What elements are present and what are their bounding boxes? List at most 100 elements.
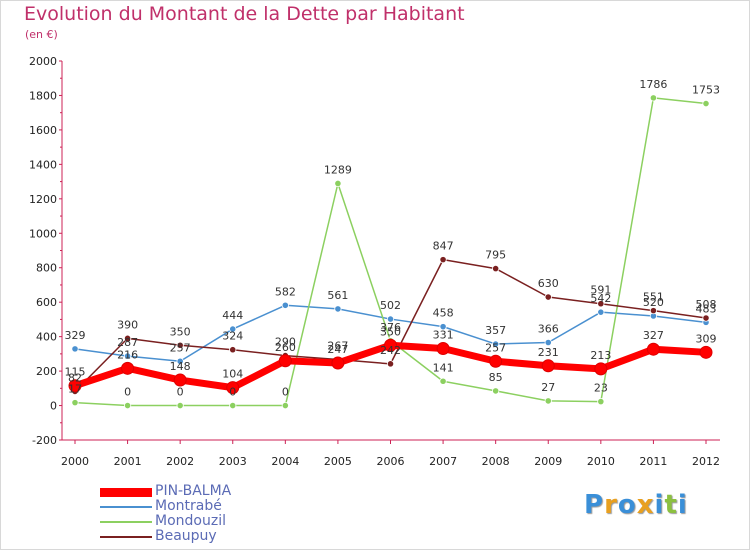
logo-letter: r [604, 490, 618, 520]
data-label-beaupuy: 551 [643, 291, 664, 304]
y-tick-label: 600 [36, 296, 57, 309]
data-point-mondouzil [649, 94, 658, 102]
data-point-montrab- [386, 315, 395, 323]
logo-letter: i [677, 490, 688, 520]
data-point-pin-balma [173, 373, 187, 387]
data-point-montrab- [439, 323, 447, 331]
data-label-montrab-: 329 [65, 329, 86, 342]
data-point-montrab- [597, 308, 605, 316]
data-point-montrab- [492, 340, 500, 348]
data-point-beaupuy [439, 256, 447, 264]
data-point-mondouzil [229, 401, 237, 410]
data-label-pin-balma: 213 [590, 349, 611, 362]
data-label-pin-balma: 350 [380, 325, 401, 338]
data-label-beaupuy: 591 [590, 284, 611, 297]
data-label-mondouzil: 0 [229, 386, 236, 399]
data-label-pin-balma: 216 [117, 348, 138, 361]
data-point-pin-balma [646, 342, 660, 356]
data-point-beaupuy [702, 314, 710, 322]
x-tick-label: 2005 [324, 455, 352, 468]
x-tick-label: 2000 [61, 455, 89, 468]
x-tick-label: 2011 [639, 455, 667, 468]
data-point-montrab- [229, 325, 237, 333]
data-label-pin-balma: 257 [485, 341, 506, 354]
y-tick-label: 1200 [29, 193, 57, 206]
logo-letter: o [617, 490, 637, 520]
x-tick-label: 2010 [587, 455, 615, 468]
data-label-montrab-: 458 [433, 307, 454, 320]
data-point-beaupuy [544, 293, 552, 301]
data-point-pin-balma [278, 354, 292, 368]
x-tick-label: 2007 [429, 455, 457, 468]
data-label-montrab-: 582 [275, 285, 296, 298]
data-label-montrab-: 483 [696, 302, 717, 315]
data-point-mondouzil [544, 397, 552, 405]
data-label-pin-balma: 148 [170, 360, 191, 373]
data-label-mondouzil: 85 [489, 371, 503, 384]
legend-label: PIN-BALMA [155, 483, 232, 499]
data-label-mondouzil: 141 [433, 361, 454, 374]
data-label-montrab-: 287 [117, 336, 138, 349]
data-label-beaupuy: 290 [275, 336, 296, 349]
data-label-pin-balma: 231 [538, 346, 559, 359]
data-point-beaupuy [386, 360, 395, 368]
y-tick-label: 800 [36, 262, 57, 275]
y-tick-label: 1600 [29, 124, 57, 137]
data-label-beaupuy: 324 [222, 330, 243, 343]
data-point-mondouzil [334, 179, 342, 188]
data-point-mondouzil [492, 387, 500, 395]
data-label-mondouzil: 23 [594, 382, 608, 395]
data-point-pin-balma [68, 379, 82, 393]
x-tick-label: 2009 [534, 455, 562, 468]
data-label-pin-balma: 309 [696, 332, 717, 345]
data-label-montrab-: 542 [590, 292, 611, 305]
chart-subtitle: (en €) [25, 28, 58, 41]
logo-letter: P [584, 490, 605, 520]
data-label-mondouzil: 17 [68, 383, 82, 396]
x-tick-label: 2003 [219, 455, 247, 468]
data-label-montrab-: 357 [485, 324, 506, 337]
data-point-mondouzil [281, 401, 289, 410]
data-point-pin-balma [121, 361, 135, 375]
data-label-beaupuy: 390 [117, 318, 138, 331]
data-label-beaupuy: 267 [327, 340, 348, 353]
data-point-mondouzil [71, 399, 79, 407]
legend-label: Mondouzil [155, 513, 226, 529]
data-point-pin-balma [226, 381, 240, 395]
data-point-pin-balma [384, 338, 397, 352]
data-label-beaupuy: 630 [538, 277, 559, 290]
legend-swatch [100, 487, 152, 497]
data-point-mondouzil [176, 401, 184, 410]
legend-label: Beaupuy [155, 528, 217, 544]
data-label-mondouzil: 376 [380, 321, 401, 334]
data-label-mondouzil: 27 [541, 381, 555, 394]
y-tick-label: 2000 [29, 55, 57, 68]
data-point-pin-balma [594, 362, 608, 376]
data-label-beaupuy: 82 [68, 371, 82, 384]
data-label-mondouzil: 1786 [639, 78, 667, 91]
data-label-mondouzil: 1289 [324, 163, 352, 176]
data-point-beaupuy [176, 341, 184, 349]
x-tick-label: 2008 [482, 455, 510, 468]
data-label-mondouzil: 0 [177, 386, 184, 399]
chart-title: Evolution du Montant de la Dette par Hab… [24, 3, 465, 25]
data-label-montrab-: 444 [222, 309, 243, 322]
legend-label: Montrabé [155, 498, 222, 514]
legend-swatch [100, 521, 152, 523]
data-point-beaupuy [649, 307, 658, 315]
data-point-pin-balma [436, 342, 450, 356]
data-label-montrab-: 561 [327, 289, 348, 302]
data-label-pin-balma: 104 [222, 368, 243, 381]
y-tick-label: 0 [50, 400, 57, 413]
data-point-mondouzil [439, 377, 447, 385]
legend-swatch [100, 506, 152, 508]
data-point-beaupuy [229, 346, 237, 354]
x-tick-label: 2006 [377, 455, 405, 468]
data-label-beaupuy: 350 [170, 325, 191, 338]
logo-letter: i [654, 490, 665, 520]
y-tick-label: 1800 [29, 89, 57, 102]
data-point-pin-balma [331, 356, 345, 370]
data-point-beaupuy [492, 264, 500, 273]
